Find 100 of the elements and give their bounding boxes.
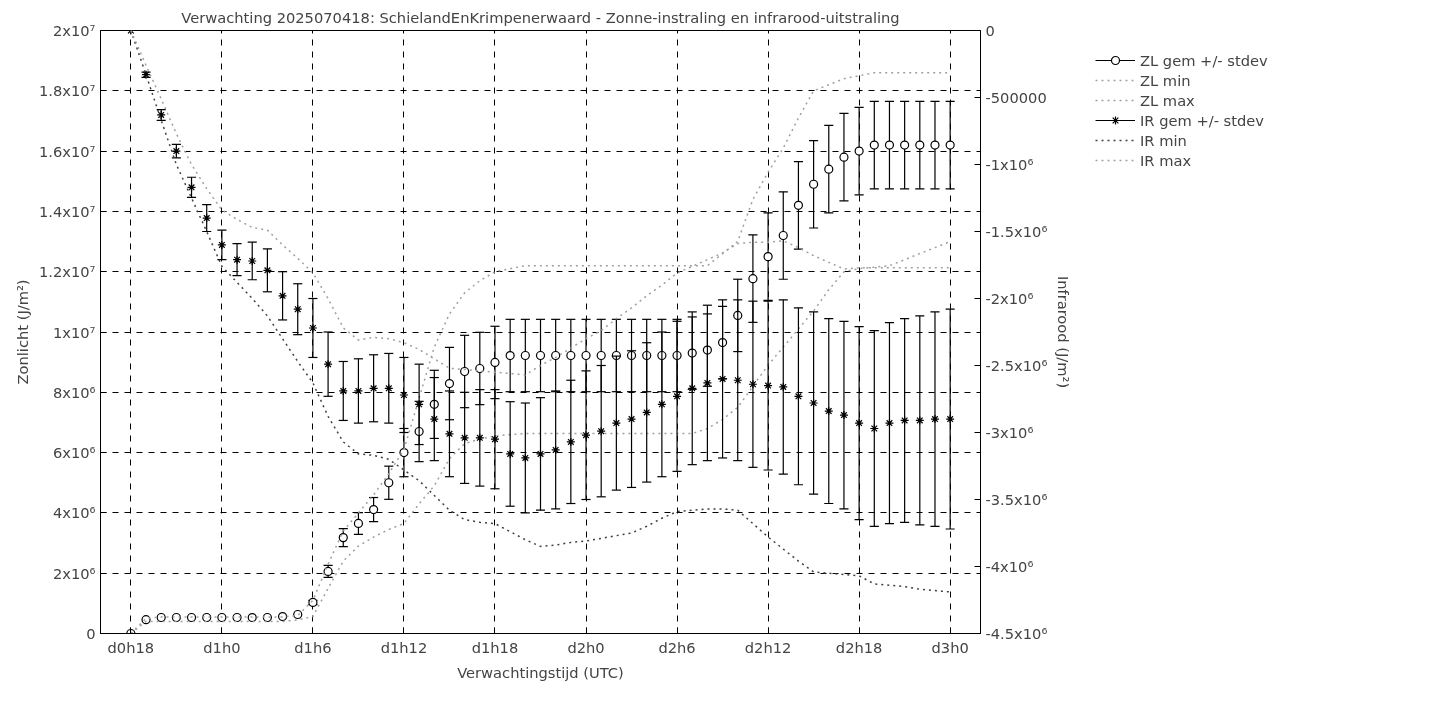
point bbox=[778, 230, 788, 241]
point bbox=[202, 213, 212, 223]
point bbox=[186, 612, 197, 623]
point bbox=[581, 430, 591, 440]
y-tick-label: 1.8x10⁷ bbox=[38, 82, 96, 100]
point bbox=[293, 609, 303, 620]
y-tick-label: 4x10⁶ bbox=[52, 504, 96, 522]
point bbox=[930, 414, 940, 424]
point bbox=[247, 612, 257, 623]
y2-tick-label: 0 bbox=[985, 22, 995, 39]
point bbox=[596, 350, 606, 361]
y-tick-label: 1.4x10⁷ bbox=[38, 202, 96, 220]
point bbox=[809, 179, 819, 189]
point bbox=[490, 357, 500, 368]
point bbox=[596, 426, 606, 436]
point bbox=[748, 274, 758, 284]
point bbox=[566, 350, 576, 361]
point bbox=[444, 429, 455, 439]
y2-tick-label: -2.5x10⁶ bbox=[985, 357, 1048, 374]
point bbox=[535, 449, 546, 459]
point bbox=[793, 200, 804, 210]
x-tick-label: d1h6 bbox=[294, 638, 332, 656]
y-tick-label: 6x10⁶ bbox=[52, 444, 96, 462]
point bbox=[839, 410, 849, 420]
point bbox=[581, 350, 591, 361]
point bbox=[809, 398, 819, 408]
point bbox=[369, 383, 379, 393]
point bbox=[369, 504, 379, 515]
point bbox=[717, 374, 728, 384]
point bbox=[763, 381, 773, 391]
legend-label: ZL gem +/- stdev bbox=[1140, 51, 1268, 69]
point bbox=[778, 382, 788, 392]
point bbox=[399, 448, 409, 458]
legend-label: IR gem +/- stdev bbox=[1140, 111, 1264, 129]
point bbox=[626, 414, 637, 424]
y2-tick-label: -1.5x10⁶ bbox=[985, 223, 1048, 240]
point bbox=[672, 391, 682, 401]
point bbox=[505, 350, 515, 361]
point bbox=[475, 433, 485, 443]
point bbox=[247, 256, 257, 266]
point bbox=[763, 252, 773, 262]
point bbox=[232, 255, 242, 265]
y-tick-label: 1x10⁷ bbox=[52, 323, 96, 341]
x-tick-label: d1h12 bbox=[380, 638, 428, 656]
point bbox=[277, 291, 288, 301]
y-tick-label: 1.2x10⁷ bbox=[38, 263, 96, 281]
legend-label: IR min bbox=[1140, 131, 1187, 149]
point bbox=[551, 445, 561, 455]
legend-label: ZL max bbox=[1140, 91, 1195, 109]
x-tick-label: d2h18 bbox=[835, 638, 883, 656]
point bbox=[657, 399, 667, 409]
point bbox=[338, 533, 348, 543]
point bbox=[566, 437, 576, 447]
point bbox=[217, 240, 227, 250]
point bbox=[824, 164, 834, 174]
y2-tick-label: -1x10⁶ bbox=[985, 156, 1034, 173]
point bbox=[475, 363, 485, 374]
point bbox=[915, 140, 925, 150]
point bbox=[444, 378, 455, 389]
point bbox=[900, 140, 910, 150]
point bbox=[217, 612, 227, 623]
point bbox=[414, 399, 424, 409]
point bbox=[323, 359, 333, 369]
y2-tick-label: -3x10⁶ bbox=[985, 424, 1034, 441]
x-tick-label: d0h18 bbox=[107, 638, 155, 656]
x-tick-label: d2h0 bbox=[567, 638, 605, 656]
point bbox=[535, 350, 546, 361]
point bbox=[748, 379, 758, 389]
x-tick-label: d3h0 bbox=[931, 638, 969, 656]
point bbox=[277, 612, 288, 622]
point bbox=[839, 152, 849, 162]
y-tick-label: 2x10⁶ bbox=[52, 564, 96, 582]
point bbox=[429, 414, 439, 424]
point bbox=[384, 478, 394, 488]
point bbox=[353, 518, 364, 529]
point bbox=[490, 434, 500, 444]
point bbox=[338, 386, 348, 396]
point bbox=[900, 415, 910, 426]
point bbox=[930, 140, 940, 150]
point bbox=[945, 414, 955, 424]
point bbox=[520, 453, 530, 463]
point bbox=[869, 140, 879, 150]
legend-label: IR max bbox=[1140, 151, 1192, 169]
point bbox=[308, 323, 318, 333]
point bbox=[551, 350, 561, 361]
y-tick-label: 0 bbox=[86, 625, 96, 642]
point bbox=[854, 418, 864, 428]
point bbox=[611, 418, 621, 428]
y2-tick-label: -4x10⁶ bbox=[985, 558, 1034, 575]
x-axis-title: Verwachtingstijd (UTC) bbox=[457, 663, 624, 681]
chart-title: Verwachting 2025070418: SchielandEnKrimpenerwaard - Zonne-instraling en infrarood-uitstraling bbox=[181, 8, 900, 26]
point bbox=[460, 433, 470, 443]
point bbox=[733, 375, 743, 385]
point bbox=[854, 146, 864, 156]
x-tick-label: d1h18 bbox=[471, 638, 519, 656]
y2-tick-label: -2x10⁶ bbox=[985, 290, 1034, 307]
point bbox=[884, 140, 895, 150]
x-tick-label: d2h12 bbox=[744, 638, 792, 656]
point bbox=[869, 423, 879, 434]
y-tick-label: 8x10⁶ bbox=[52, 383, 96, 401]
